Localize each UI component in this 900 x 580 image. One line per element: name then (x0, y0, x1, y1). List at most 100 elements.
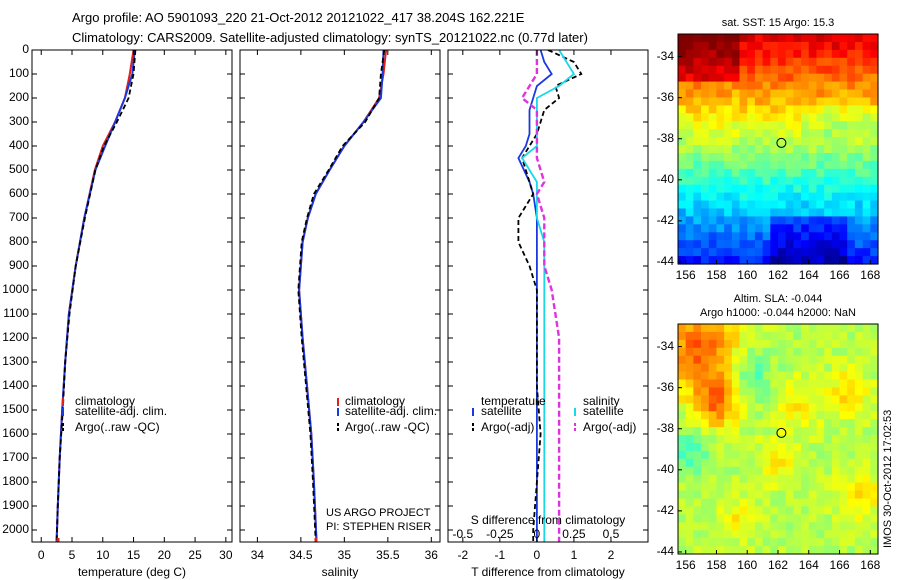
map-cell (708, 482, 718, 492)
map-cell (831, 339, 841, 349)
map-cell (770, 403, 779, 412)
map-cell (808, 506, 818, 515)
map-cell (747, 355, 756, 365)
map-cell (854, 256, 864, 265)
map-cell (762, 97, 771, 106)
map-cell (778, 224, 787, 233)
map-cell (831, 379, 841, 389)
map-cell (854, 490, 864, 500)
map-cell (831, 331, 841, 341)
map-cell (847, 208, 856, 218)
map-cell (747, 137, 756, 146)
map-cell (701, 137, 710, 146)
map-cell (862, 200, 871, 210)
map-cell (824, 49, 833, 59)
map-cell (685, 482, 694, 492)
map-cell (693, 411, 702, 420)
map-cell (754, 184, 764, 194)
map-cell (801, 331, 810, 341)
map-cell (824, 105, 833, 114)
map-cell (685, 152, 694, 162)
map-cell (801, 49, 810, 59)
map-cell (816, 419, 825, 428)
map-cell (831, 427, 841, 436)
map-cell (854, 347, 864, 357)
map-cell (708, 474, 718, 484)
map-cell (816, 160, 825, 170)
map-cell (685, 530, 694, 539)
map-cell (739, 192, 748, 202)
map-cell (724, 538, 733, 547)
map-cell (854, 403, 864, 412)
map-cell (870, 248, 879, 257)
map-cell (754, 355, 764, 365)
map-cell (678, 371, 687, 381)
map-cell (870, 419, 879, 428)
map-cell (754, 435, 764, 444)
map-cell (793, 514, 802, 523)
map-cell (816, 224, 825, 233)
map-cell (801, 435, 810, 444)
map-cell (847, 81, 856, 91)
map-cell (708, 331, 718, 341)
map-cell (778, 411, 787, 420)
map-cell (839, 482, 848, 492)
map-cell (770, 256, 779, 265)
map-cell (785, 121, 794, 130)
map-cell (716, 192, 725, 202)
map-cell (754, 387, 764, 396)
map-cell (754, 121, 764, 130)
map-cell (801, 208, 810, 218)
map-cell (716, 482, 725, 492)
map-cell (731, 176, 741, 186)
map-cell (693, 419, 702, 428)
map-cell (731, 324, 741, 333)
map-cell (754, 81, 764, 91)
map-cell (693, 121, 702, 130)
map-cell (824, 256, 833, 265)
map-cell (816, 184, 825, 194)
map-cell (831, 224, 841, 233)
map-cell (831, 256, 841, 265)
map-cell (816, 379, 825, 389)
map-cell (747, 530, 756, 539)
map-cell (754, 129, 764, 138)
map-cell (808, 450, 818, 460)
map-cell (747, 379, 756, 389)
map-cell (870, 49, 879, 59)
map-cell (824, 216, 833, 225)
map-cell (770, 355, 779, 365)
map-cell (831, 403, 841, 412)
map-cell (854, 224, 864, 233)
map-cell (854, 129, 864, 138)
map-cell (808, 339, 818, 349)
map-cell (693, 113, 702, 122)
map-cell (854, 34, 864, 43)
map-cell (854, 176, 864, 186)
map-cell (793, 458, 802, 468)
map-cell (831, 232, 841, 241)
map-cell (801, 192, 810, 202)
map-cell (739, 113, 748, 122)
map-cell (678, 482, 687, 492)
map-cell (678, 450, 687, 460)
map-cell (839, 256, 848, 265)
map-cell (762, 442, 771, 452)
map-cell (724, 49, 733, 59)
map-cell (839, 355, 848, 365)
map-cell (739, 466, 748, 476)
map-cell (678, 387, 687, 396)
map-cell (870, 160, 879, 170)
map-cell (724, 371, 733, 381)
map-cell (785, 57, 794, 67)
map-cell (754, 216, 764, 225)
map-cell (754, 538, 764, 547)
s-tick-label: 0.5 (603, 527, 620, 541)
map-cell (793, 395, 802, 404)
map-cell (854, 395, 864, 404)
legend-satellite-label: satellite-adj. clim. (345, 404, 437, 418)
map-cell (862, 113, 871, 122)
map-cell (847, 73, 856, 83)
map-cell (870, 363, 879, 373)
map-cell (693, 160, 702, 170)
